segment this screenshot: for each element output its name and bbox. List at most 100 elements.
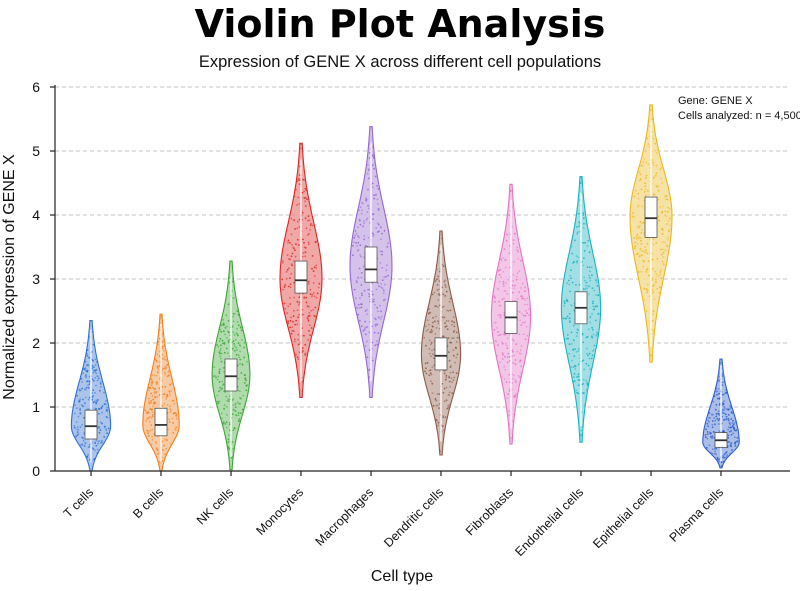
data-point [359,320,361,322]
data-point [161,353,164,356]
data-point [517,375,520,377]
data-point [221,339,224,342]
data-point [654,270,657,273]
data-point [723,412,725,415]
data-point [708,444,711,447]
data-point [648,295,651,298]
data-point [371,341,374,344]
data-point [294,228,296,230]
data-point [165,397,168,400]
data-point [363,328,366,331]
data-point [150,416,153,419]
data-point [101,441,103,443]
data-point [659,206,661,209]
data-point [424,345,427,347]
data-point [522,297,525,300]
data-point [289,286,292,289]
data-point [503,297,506,300]
data-point [222,330,225,333]
data-point [651,118,654,120]
data-point [374,323,377,326]
data-point [513,396,516,399]
data-point [437,299,440,301]
data-point [499,268,502,271]
data-point [296,180,298,183]
data-point [289,283,292,285]
data-point [287,305,290,308]
data-point [86,355,89,357]
data-point [82,439,85,442]
data-point [442,293,445,296]
data-point [441,237,444,240]
data-point [293,195,296,198]
data-point [164,358,166,361]
data-point [378,230,380,233]
data-point [357,277,360,279]
data-point [437,275,440,278]
data-point [95,369,98,371]
data-point [95,444,98,447]
data-point [500,333,503,336]
data-point [636,225,639,228]
data-point [223,407,226,410]
data-point [243,341,246,344]
data-point [316,292,319,295]
data-point [286,268,289,271]
data-point [222,342,224,345]
data-point [633,216,636,219]
data-point [171,417,174,420]
data-point [154,396,157,399]
data-point [499,361,502,364]
data-point [428,374,431,376]
data-point [730,430,732,433]
data-point [95,439,98,442]
data-point [103,436,106,438]
data-point [223,390,225,392]
data-point [651,279,654,282]
data-point [85,376,87,378]
data-point [720,358,723,361]
data-point [315,264,318,267]
data-point [97,442,99,445]
data-point [169,443,172,445]
data-point [95,401,98,404]
data-point [634,245,637,248]
data-point [661,211,663,214]
data-point [433,348,435,351]
data-point [294,188,297,191]
data-point [574,239,576,242]
data-point [644,194,647,197]
data-point [95,372,98,375]
data-point [148,400,150,403]
data-point [562,317,565,320]
data-point [368,157,371,159]
data-point [661,233,664,235]
data-point [237,342,240,344]
data-point [574,365,577,368]
data-point [651,277,654,280]
data-point [586,353,588,355]
data-point [150,443,153,446]
data-point [513,413,515,416]
data-point [387,242,389,245]
chart-title: Violin Plot Analysis [194,2,606,46]
data-point [226,337,228,339]
data-point [710,432,712,434]
data-point [150,378,153,380]
data-point [521,321,524,324]
data-point [305,189,308,192]
data-point [366,356,369,359]
data-point [309,224,312,227]
data-point [570,331,573,334]
data-point [718,398,721,400]
data-point [368,295,371,298]
data-point [707,425,710,428]
data-point [655,278,657,281]
data-point [236,327,238,330]
data-point [640,231,643,234]
violin-endothelial-cells [560,176,602,443]
data-point [448,376,450,379]
data-point [593,289,596,292]
data-point [589,316,592,318]
data-point [371,359,374,362]
